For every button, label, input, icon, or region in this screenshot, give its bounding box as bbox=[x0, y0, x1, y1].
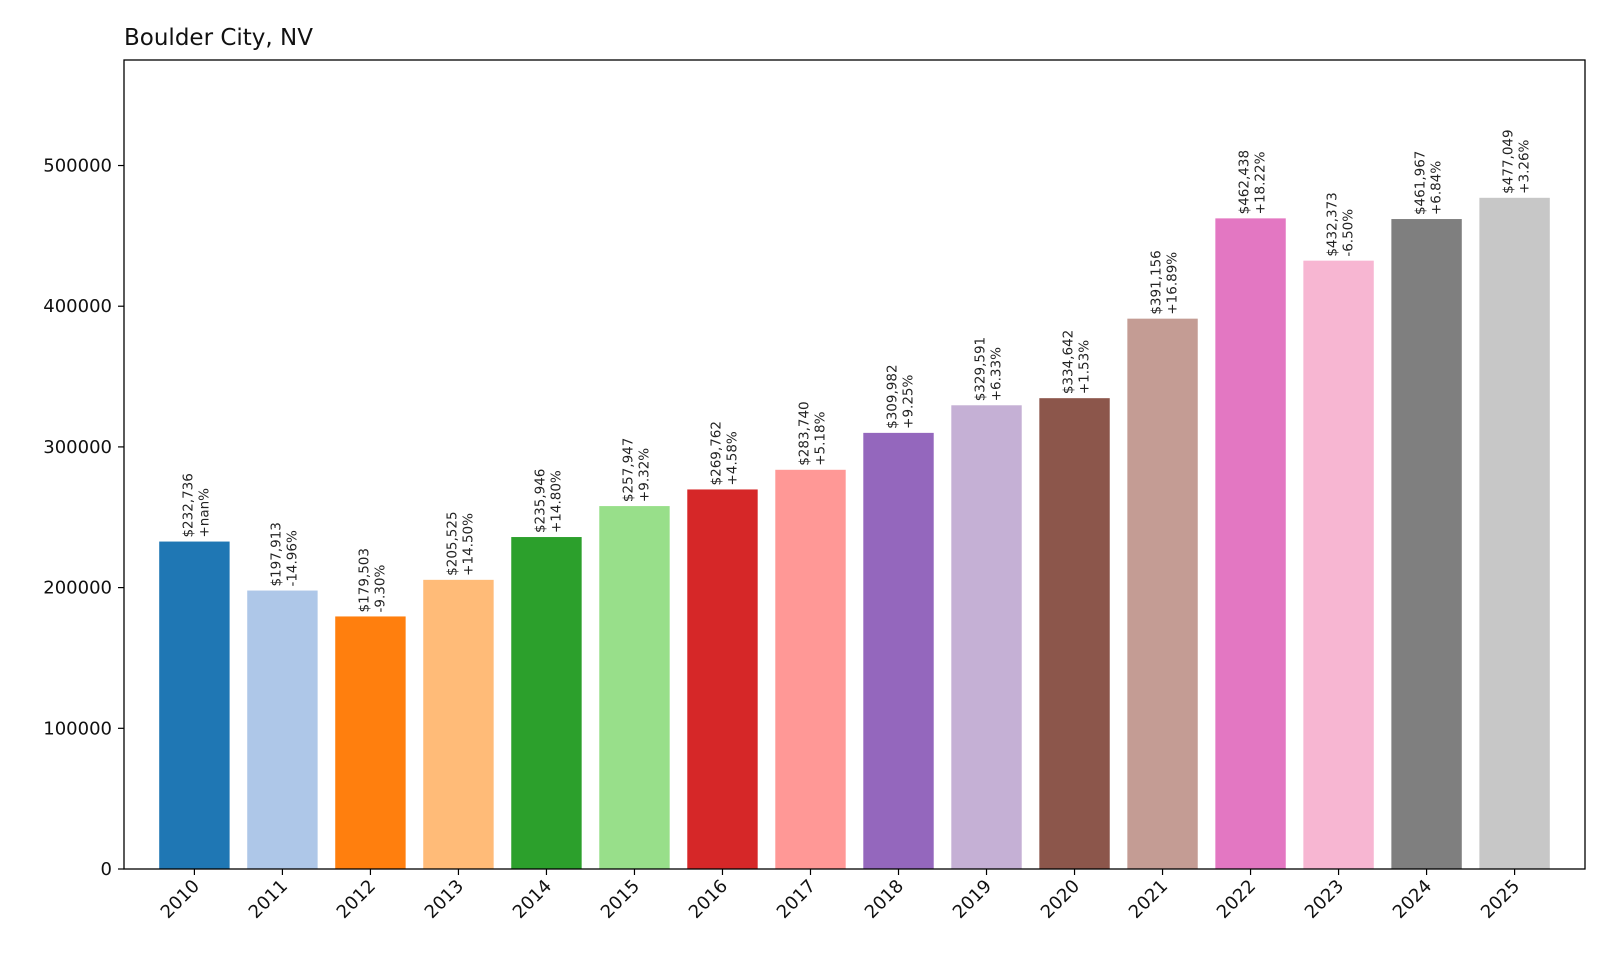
x-tick-label: 2021 bbox=[1125, 876, 1172, 923]
bar-2021 bbox=[1127, 318, 1198, 869]
bar-2023 bbox=[1303, 260, 1374, 869]
x-tick-label: 2018 bbox=[861, 876, 908, 923]
bar-value-label: $283,740+5.18% bbox=[796, 401, 828, 465]
y-tick-label: 500000 bbox=[43, 156, 112, 177]
plot-frame bbox=[123, 59, 1586, 870]
bar-value-label: $334,642+1.53% bbox=[1061, 330, 1093, 394]
bar-price-label: $334,642 bbox=[1061, 330, 1077, 394]
bar-change-label: -9.30% bbox=[372, 565, 388, 613]
bar-change-label: +9.25% bbox=[901, 374, 917, 428]
bar-2013 bbox=[423, 579, 494, 869]
bar-price-label: $461,967 bbox=[1413, 151, 1429, 215]
bar-2024 bbox=[1391, 219, 1462, 869]
bar-value-label: $462,438+18.22% bbox=[1237, 150, 1269, 214]
bar-value-label: $461,967+6.84% bbox=[1413, 151, 1445, 215]
x-tick-label: 2016 bbox=[685, 876, 732, 923]
bar-price-label: $477,049 bbox=[1501, 129, 1517, 193]
bar-price-label: $283,740 bbox=[796, 401, 812, 465]
bar-change-label: +4.58% bbox=[724, 431, 740, 485]
bar-change-label: -6.50% bbox=[1341, 209, 1357, 257]
x-tick-label: 2025 bbox=[1477, 876, 1524, 923]
bar-price-label: $232,736 bbox=[180, 473, 196, 537]
bar-change-label: +16.89% bbox=[1165, 252, 1181, 315]
bar-2017 bbox=[775, 469, 846, 869]
x-tick-label: 2015 bbox=[597, 876, 644, 923]
x-tick-label: 2014 bbox=[509, 876, 556, 923]
bar-change-label: +3.26% bbox=[1517, 139, 1533, 193]
bar-change-label: +14.80% bbox=[548, 470, 564, 533]
x-tick-label: 2013 bbox=[421, 876, 468, 923]
bar-2012 bbox=[335, 616, 406, 869]
bar-2022 bbox=[1215, 218, 1286, 869]
y-tick-label: 200000 bbox=[43, 578, 112, 599]
bar-change-label: +6.84% bbox=[1429, 161, 1445, 215]
chart-title: Boulder City, NV bbox=[124, 25, 313, 51]
bar-2020 bbox=[1039, 398, 1110, 869]
bar-value-label: $432,373-6.50% bbox=[1325, 192, 1357, 256]
bar-2016 bbox=[687, 489, 758, 869]
bars bbox=[159, 197, 1550, 869]
bar-change-label: +6.33% bbox=[989, 347, 1005, 401]
bar-change-label: +1.53% bbox=[1077, 340, 1093, 394]
x-axis: 2010 2011 2012 2013 2014 2015 2016 2017 2018 2019… bbox=[157, 869, 1524, 923]
bar-price-label: $462,438 bbox=[1237, 150, 1253, 214]
bar-price-label: $391,156 bbox=[1149, 250, 1165, 314]
y-tick-label: 0 bbox=[101, 859, 112, 880]
bar-price-label: $197,913 bbox=[268, 522, 284, 586]
y-axis: 0 100000 200000 300000 400000 500000 bbox=[43, 156, 124, 880]
bar-value-label: $235,946+14.80% bbox=[532, 469, 564, 533]
bar-value-label: $391,156+16.89% bbox=[1149, 250, 1181, 314]
y-tick-label: 300000 bbox=[43, 437, 112, 458]
bar-price-label: $235,946 bbox=[532, 469, 548, 533]
bar-price-label: $432,373 bbox=[1325, 192, 1341, 256]
bar-2014 bbox=[511, 537, 582, 869]
bar-labels: $232,736+nan% $197,913-14.96% $179,503-9.3… bbox=[180, 129, 1532, 612]
bar-change-label: +18.22% bbox=[1253, 151, 1269, 214]
y-tick-label: 400000 bbox=[43, 296, 112, 317]
x-tick-label: 2023 bbox=[1301, 876, 1348, 923]
bar-2015 bbox=[599, 506, 670, 869]
bar-value-label: $232,736+nan% bbox=[180, 473, 212, 537]
x-tick-label: 2011 bbox=[245, 876, 292, 923]
bar-2018 bbox=[863, 432, 934, 869]
bar-change-label: -14.96% bbox=[284, 530, 300, 587]
bar-price-label: $329,591 bbox=[973, 337, 989, 401]
bar-price-label: $205,525 bbox=[444, 511, 460, 575]
bar-value-label: $309,982+9.25% bbox=[885, 364, 917, 428]
bar-change-label: +14.50% bbox=[460, 513, 476, 576]
bar-change-label: +5.18% bbox=[812, 411, 828, 465]
x-tick-label: 2012 bbox=[333, 876, 380, 923]
bar-2011 bbox=[247, 590, 318, 869]
bar-value-label: $329,591+6.33% bbox=[973, 337, 1005, 401]
bar-value-label: $477,049+3.26% bbox=[1501, 129, 1533, 193]
bar-price-label: $179,503 bbox=[356, 548, 372, 612]
bar-value-label: $205,525+14.50% bbox=[444, 511, 476, 575]
bar-price-label: $309,982 bbox=[885, 364, 901, 428]
bar-2025 bbox=[1479, 197, 1550, 869]
bar-value-label: $257,947+9.32% bbox=[620, 438, 652, 502]
bar-2019 bbox=[951, 405, 1022, 869]
x-tick-label: 2019 bbox=[949, 876, 996, 923]
bar-change-label: +9.32% bbox=[636, 448, 652, 502]
y-tick-label: 100000 bbox=[43, 718, 112, 739]
bar-value-label: $179,503-9.30% bbox=[356, 548, 388, 612]
x-tick-label: 2010 bbox=[157, 876, 204, 923]
bar-change-label: +nan% bbox=[196, 488, 212, 538]
x-tick-label: 2017 bbox=[773, 876, 820, 923]
bar-price-label: $269,762 bbox=[708, 421, 724, 485]
x-tick-label: 2020 bbox=[1037, 876, 1084, 923]
bar-value-label: $269,762+4.58% bbox=[708, 421, 740, 485]
bar-value-label: $197,913-14.96% bbox=[268, 522, 300, 586]
x-tick-label: 2024 bbox=[1389, 876, 1436, 923]
x-tick-label: 2022 bbox=[1213, 876, 1260, 923]
bar-2010 bbox=[159, 541, 230, 869]
bar-price-label: $257,947 bbox=[620, 438, 636, 502]
